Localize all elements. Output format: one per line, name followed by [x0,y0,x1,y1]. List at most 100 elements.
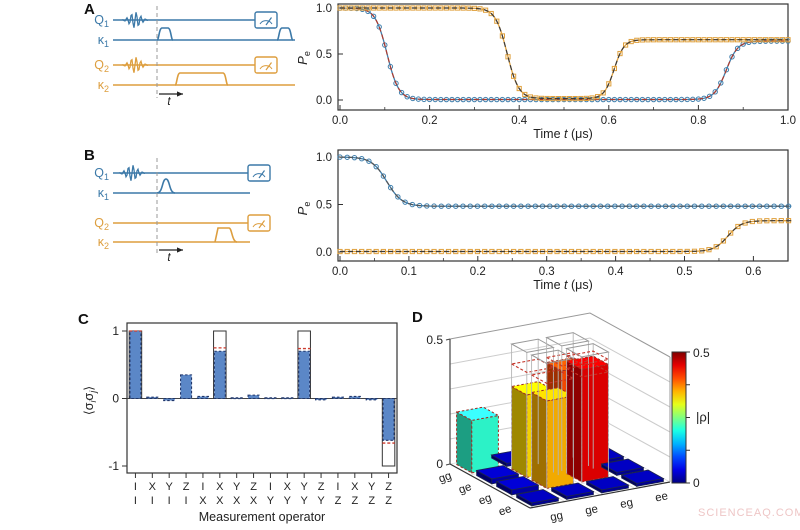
svg-text:1.0: 1.0 [780,115,796,127]
series-qubit-1-Pe [337,5,791,103]
svg-text:|ρ|: |ρ| [696,410,710,425]
svg-text:Y: Y [233,481,241,493]
svg-text:I: I [168,495,171,507]
svg-text:eg: eg [477,492,493,508]
svg-text:t: t [167,96,171,108]
svg-text:I: I [151,495,154,507]
svg-text:X: X [250,495,258,507]
line-plot-a: 0.0 0.2 0.4 0.6 0.8 1.0 0.0 0.5 1.0 Time t (μs) Pe [295,3,796,141]
svg-text:I: I [201,481,204,493]
svg-text:0.0: 0.0 [332,266,348,278]
svg-text:⟨σiσj⟩: ⟨σiσj⟩ [82,386,98,415]
svg-text:Y: Y [166,481,174,493]
svg-text:κ1: κ1 [98,186,109,202]
panel-c-pauli-bar-chart: 10-1IIXIYIZIIXXXYXZXIYXYYYZYIZXZYZZZMeas… [82,322,398,524]
svg-text:1: 1 [112,324,119,338]
panel-label-b: B [84,147,95,164]
svg-text:κ1: κ1 [98,33,109,49]
svg-text:0.4: 0.4 [608,266,625,278]
svg-text:Z: Z [318,481,325,493]
svg-text:Q2: Q2 [94,216,109,232]
svg-text:Q2: Q2 [94,58,109,74]
svg-text:I: I [134,495,137,507]
svg-text:Z: Z [385,495,392,507]
svg-text:Y: Y [301,495,309,507]
svg-text:Z: Z [250,481,257,493]
svg-text:Y: Y [368,481,376,493]
svg-text:0: 0 [436,457,443,471]
panel-label-a: A [84,1,95,18]
svg-text:Z: Z [183,481,190,493]
svg-text:0.5: 0.5 [426,333,443,347]
svg-text:0.0: 0.0 [332,115,348,127]
svg-text:0.2: 0.2 [470,266,486,278]
svg-text:ge: ge [584,503,599,517]
svg-text:t: t [167,252,171,264]
svg-text:0.1: 0.1 [401,266,417,278]
colorbar: 0.5 0 |ρ| [671,346,710,490]
svg-text:κ2: κ2 [98,235,109,251]
series-qubit-2-Pe [337,5,791,102]
svg-text:0.0: 0.0 [316,247,332,259]
svg-text:I: I [269,481,272,493]
svg-text:Measurement operator: Measurement operator [199,510,325,524]
series-qubit-1-Pe [337,154,792,209]
panel-a-pe-plot: 0.0 0.2 0.4 0.6 0.8 1.0 0.0 0.5 1.0 Time t (μs) Pe [295,3,796,141]
svg-text:0: 0 [112,392,119,406]
panel-b-pulse-diagram: Q1 κ1 Q2 κ2 t [94,158,271,264]
svg-text:0.5: 0.5 [677,266,693,278]
svg-text:I: I [134,481,137,493]
svg-text:0.2: 0.2 [422,115,438,127]
pulse-sequence-b: Q1 κ1 Q2 κ2 t [94,158,271,264]
svg-text:I: I [185,495,188,507]
svg-text:0.8: 0.8 [690,115,706,127]
watermark: SCIENCEAQ.COM [698,507,800,519]
panel-label-c: C [78,311,89,328]
svg-text:0.6: 0.6 [601,115,617,127]
pulse-sequence-a: Q1 κ1 Q2 κ2 t [94,6,295,108]
svg-text:X: X [149,481,157,493]
svg-text:0.5: 0.5 [316,49,332,61]
svg-text:Z: Z [351,495,358,507]
svg-text:X: X [199,495,207,507]
svg-text:0: 0 [693,476,700,490]
svg-text:ge: ge [457,481,473,497]
svg-text:gg: gg [437,470,453,486]
svg-text:Time t (μs): Time t (μs) [533,127,593,141]
svg-text:0.5: 0.5 [316,200,332,212]
svg-text:0.4: 0.4 [511,115,528,127]
svg-text:Q1: Q1 [94,166,109,182]
svg-text:-1: -1 [108,459,119,473]
svg-text:Z: Z [385,481,392,493]
line-plot-b: 0.0 0.1 0.2 0.3 0.4 0.5 0.6 0.0 0.5 1.0 Time t (μs… [295,149,792,292]
svg-text:0.3: 0.3 [539,266,555,278]
svg-text:1.0: 1.0 [316,152,332,164]
series-qubit-2-Pe [337,218,792,255]
svg-text:X: X [284,481,292,493]
svg-text:0.6: 0.6 [745,266,761,278]
svg-text:eg: eg [619,497,634,511]
svg-text:κ2: κ2 [98,78,109,94]
svg-text:0.0: 0.0 [316,95,332,107]
svg-text:Z: Z [368,495,375,507]
svg-text:Y: Y [284,495,292,507]
svg-text:Y: Y [267,495,275,507]
svg-text:X: X [233,495,241,507]
svg-text:X: X [216,495,224,507]
svg-text:Z: Z [335,495,342,507]
svg-text:Q1: Q1 [94,13,109,29]
svg-text:Pe: Pe [295,202,312,216]
svg-text:Y: Y [317,495,325,507]
pauli-expectation-bars: 10-1IIXIYIZIIXXXYXZXIYXYYYZYIZXZYZZZMeas… [82,322,398,524]
svg-text:X: X [351,481,359,493]
svg-text:ee: ee [497,503,513,519]
svg-text:ee: ee [654,490,669,504]
svg-text:gg: gg [549,510,564,524]
panel-a-pulse-diagram: Q1 κ1 Q2 κ2 t [94,6,295,108]
panel-label-d: D [412,309,423,326]
svg-text:1.0: 1.0 [316,3,332,15]
svg-text:0.5: 0.5 [693,346,710,360]
